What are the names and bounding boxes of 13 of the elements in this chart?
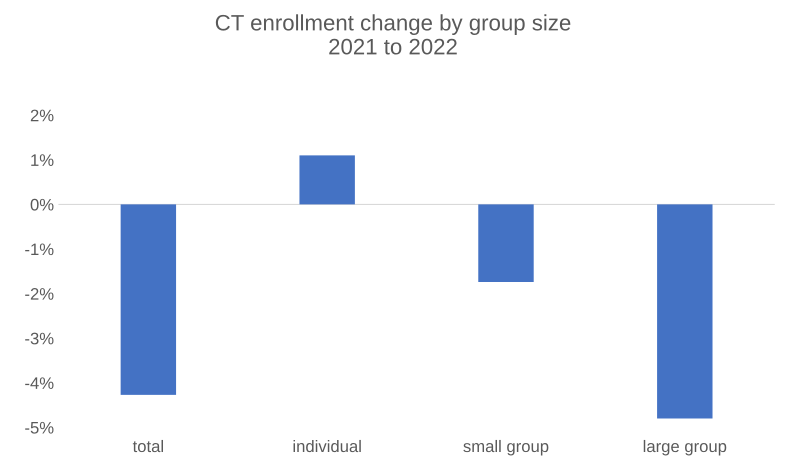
y-tick-label: -5%: [25, 422, 54, 434]
x-tick-label: large group: [644, 440, 726, 456]
x-tick-label: total: [132, 440, 163, 452]
chart-title: CT enrollment change by group size 2021 to 2022: [216, 14, 570, 55]
y-tick-label: 1%: [31, 154, 54, 166]
y-tick-label: -3%: [25, 332, 54, 344]
y-tick-label: 2%: [30, 110, 54, 122]
y-tick-label: -4%: [25, 377, 54, 389]
y-tick-label: -2%: [25, 288, 54, 300]
y-tick-label: 0%: [30, 198, 54, 211]
x-tick-label: small group: [463, 440, 548, 456]
x-tick-label: individual: [294, 440, 361, 452]
y-tick-label: -1%: [25, 243, 54, 256]
